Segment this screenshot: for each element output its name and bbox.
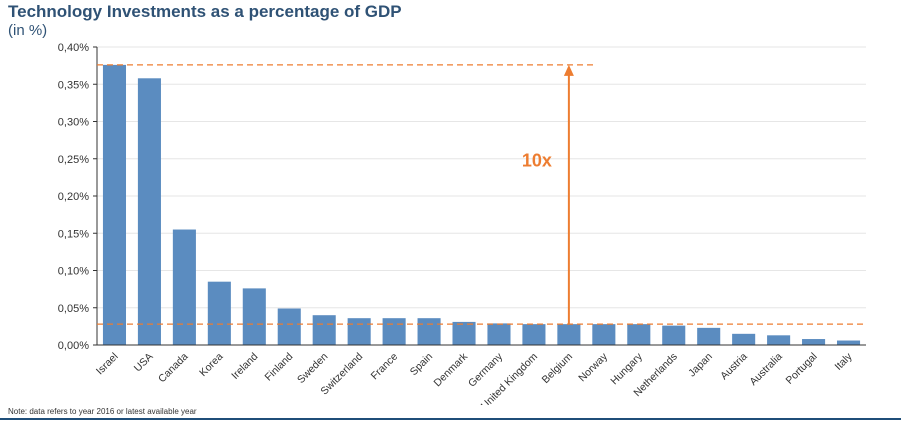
bar-spain [417,318,441,345]
bar-japan [697,327,721,345]
bar-belgium [557,324,581,345]
x-tick-label: Korea [197,351,225,379]
bar-switzerland [347,318,371,345]
gridlines [97,46,866,309]
y-tick-label: 0,40% [58,42,89,54]
bar-canada [172,229,196,345]
x-tick-label: Portugal [784,351,820,387]
annotation-arrow-head [563,64,574,76]
bar-hungary [627,324,651,345]
footnote: Note: data refers to year 2016 or latest… [8,407,197,416]
bar-chart: 0,00% 0,05% 0,10% 0,15% 0,20% 0,25% 0,30% 0,35%… [58,42,866,405]
bar-austria [732,333,756,345]
x-tick-label: Ireland [229,351,260,382]
chart-title: Technology Investments as a percentage o… [8,2,402,21]
bar-denmark [452,321,476,345]
y-tick-label: 0,10% [58,266,89,278]
bar-norway [592,324,616,345]
bar-usa [137,78,161,345]
x-tick-label: Canada [156,351,191,386]
bar-finland [277,308,301,345]
bottom-rule [0,418,901,420]
x-tick-label: Australia [747,351,784,388]
x-tick-label: USA [132,351,156,375]
chart-subtitle: (in %) [8,22,48,39]
bars [102,64,861,345]
y-tick-label: 0,15% [58,228,89,240]
bar-germany [487,323,511,345]
annotation: 10x [97,64,866,325]
x-tick-label: Denmark [432,350,471,389]
x-tick-label: Italy [833,350,856,373]
x-tick-label: Norway [576,350,610,384]
bar-israel [102,64,127,345]
x-tick-label: Spain [408,351,436,379]
y-tick-label: 0,20% [58,191,89,203]
annotation-label: 10x [522,151,552,171]
x-tick-label: Sweden [295,351,330,386]
y-tick-label: 0,30% [58,117,89,129]
bar-ireland [242,288,266,345]
y-tick-label: 0,00% [58,340,89,352]
x-tick-label: Austria [718,351,750,383]
bar-portugal [802,339,826,345]
y-tick-label: 0,25% [58,154,89,166]
y-tick-label: 0,35% [58,79,89,91]
x-tick-label: Japan [686,351,715,380]
bar-netherlands [662,325,686,345]
bar-sweden [312,315,336,345]
bar-australia [767,335,791,345]
bar-france [382,318,406,345]
bar-italy [836,340,861,345]
bar-united-kingdom [522,324,546,345]
y-tick-label: 0,05% [58,303,89,315]
x-axis: Israel USA Canada Korea Ireland Finland Sweden… [94,344,866,405]
x-tick-label: France [369,351,401,383]
y-axis: 0,00% 0,05% 0,10% 0,15% 0,20% 0,25% 0,30% 0,35%… [58,42,98,352]
x-tick-label: Belgium [540,350,575,385]
x-tick-label: Israel [94,351,121,378]
bar-korea [207,281,231,345]
x-tick-label: Finland [263,351,296,384]
